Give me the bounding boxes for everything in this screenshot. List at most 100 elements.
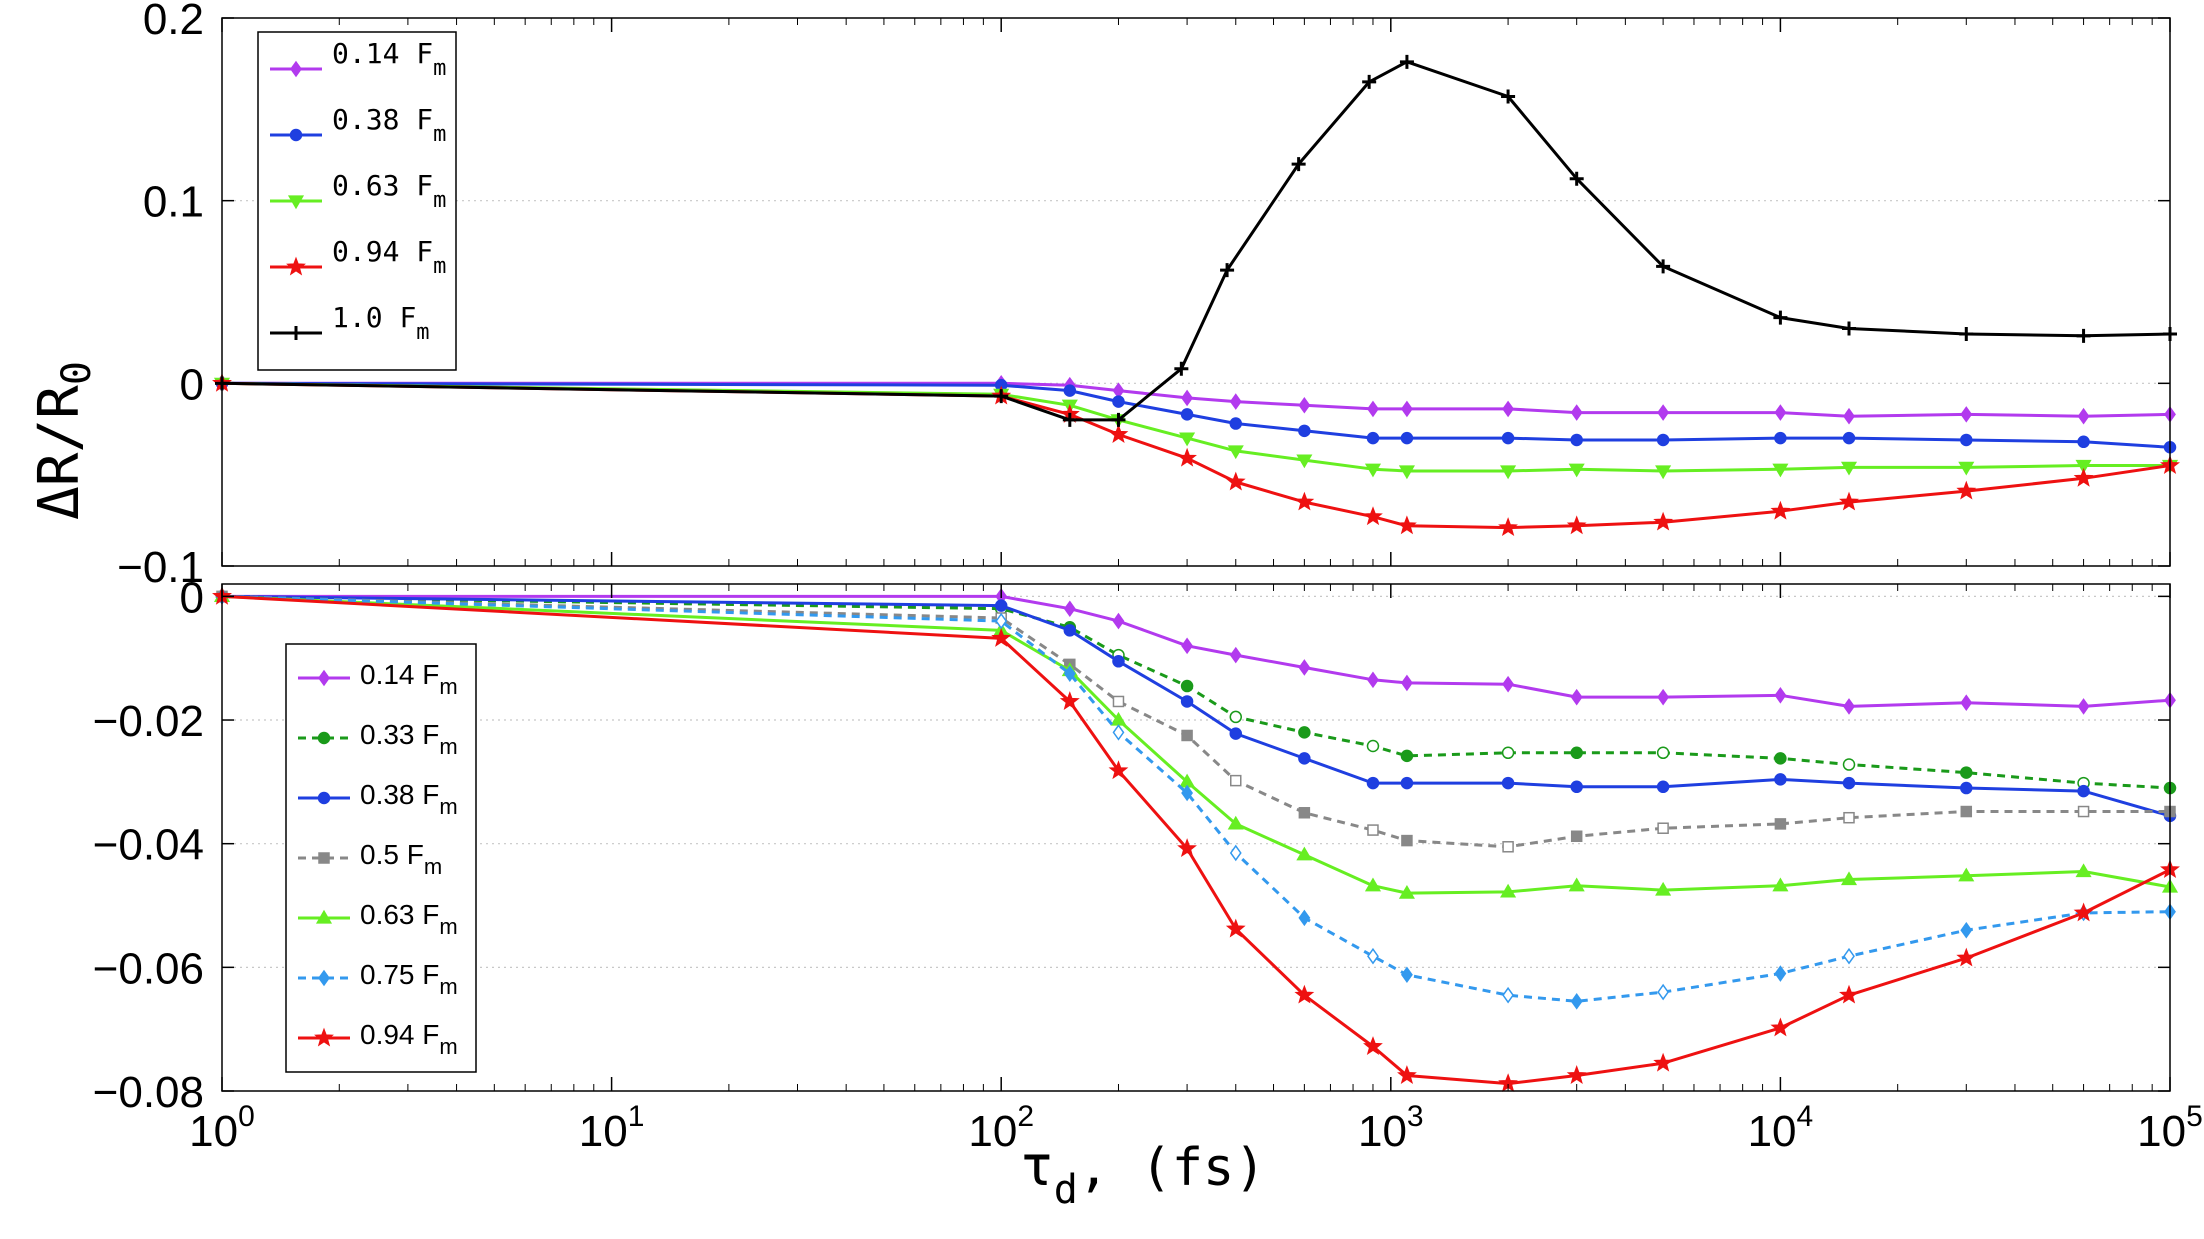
data-point — [1296, 454, 1313, 469]
legend-value: 0.94 — [332, 235, 416, 268]
data-point — [1839, 984, 1859, 1004]
data-point — [1772, 463, 1789, 478]
legend-subscript: m — [416, 320, 429, 345]
data-point — [1229, 727, 1243, 740]
data-point — [1774, 431, 1787, 445]
data-point — [1568, 877, 1585, 892]
data-point — [1111, 412, 1126, 427]
x-tick-exponent: 5 — [2186, 1100, 2203, 1133]
data-point — [1397, 1065, 1417, 1084]
data-point — [1960, 781, 1973, 795]
x-axis-label-sub: d — [1054, 1167, 1078, 1213]
data-point — [1177, 447, 1197, 467]
data-point — [2077, 435, 2090, 449]
data-point — [1774, 687, 1787, 704]
legend-subscript: m — [424, 854, 442, 879]
data-point — [1774, 818, 1787, 830]
legend-label: 0.63 Fm — [360, 899, 458, 939]
bottom-y-ticks: −0.08 −0.06 −0.04 −0.02 0 — [93, 573, 2170, 1117]
legend-subscript: m — [433, 56, 446, 81]
data-point — [1063, 624, 1077, 637]
x-axis-label-rest: , (fs) — [1078, 1138, 1266, 1198]
data-point — [1401, 674, 1413, 692]
data-point — [1840, 461, 1858, 476]
top-y-ticks: −0.1 0 0.1 0.2 — [117, 0, 2170, 592]
data-point — [1570, 433, 1583, 447]
series-0.5 — [216, 590, 2176, 853]
data-point — [1225, 918, 1246, 938]
data-point — [1770, 500, 1791, 520]
series-line — [221, 381, 2170, 473]
x-tick-label: 103 — [1358, 1100, 1424, 1156]
data-point — [1364, 463, 1382, 478]
data-point — [1843, 407, 1855, 425]
data-point — [1400, 776, 1414, 790]
data-point — [1570, 830, 1583, 843]
data-point — [1656, 433, 1670, 447]
data-point — [1570, 993, 1583, 1010]
x-tick-base: 10 — [189, 1107, 238, 1156]
data-point — [2075, 863, 2092, 878]
data-point — [1502, 986, 1515, 1004]
legend-unit: F — [416, 37, 433, 70]
legend-entry: 0.94 Fm — [270, 235, 446, 279]
series-line — [221, 594, 2171, 1086]
data-point — [1401, 966, 1413, 984]
data-point — [1653, 511, 1674, 531]
legend-marker — [287, 195, 305, 210]
data-point — [1960, 921, 1973, 939]
legend-unit: F — [407, 839, 424, 870]
data-point — [1773, 310, 1788, 325]
legend-unit: F — [416, 235, 433, 268]
legend-entry: 0.5 Fm — [298, 839, 442, 879]
y-tick-label: 0.2 — [143, 0, 204, 44]
data-point — [1366, 431, 1380, 445]
legend-entry: 0.38 Fm — [298, 779, 458, 819]
legend-entry: 1.0 Fm — [270, 301, 430, 345]
legend-unit: F — [416, 103, 433, 136]
data-point — [1566, 1065, 1587, 1084]
data-point — [1294, 491, 1315, 511]
series-1.0 — [215, 54, 2177, 427]
series-0.94 — [212, 372, 2180, 537]
y-tick-label: −0.04 — [93, 821, 204, 870]
data-point — [1112, 395, 1125, 408]
legend-entry: 0.38 Fm — [270, 103, 446, 147]
data-point — [1229, 844, 1242, 862]
data-point — [1062, 412, 1077, 427]
legend-marker — [289, 128, 303, 142]
legend-unit: F — [422, 959, 439, 990]
data-point — [1657, 688, 1670, 706]
data-point — [2077, 805, 2090, 818]
y-tick-label: 0.1 — [143, 178, 204, 227]
data-point — [994, 389, 1009, 404]
data-point — [1367, 947, 1379, 965]
legend-marker — [289, 326, 303, 340]
data-point — [1229, 393, 1242, 410]
data-point — [1774, 773, 1787, 786]
legend-value: 0.5 — [360, 839, 407, 870]
data-point — [1291, 157, 1306, 172]
data-point — [1500, 465, 1517, 480]
x-tick-exponent: 2 — [1017, 1100, 1034, 1133]
data-point — [2075, 459, 2092, 474]
x-axis-label: τd, (fs) — [1020, 1134, 1266, 1213]
legend-label: 1.0 Fm — [332, 301, 430, 345]
y-tick-label: −0.02 — [93, 697, 204, 746]
bottom-series — [212, 585, 2180, 1093]
data-point — [1112, 612, 1125, 630]
data-point — [1298, 424, 1311, 438]
data-point — [1840, 871, 1858, 886]
legend-label: 0.75 Fm — [360, 959, 458, 999]
legend-entry: 0.75 Fm — [298, 959, 458, 999]
data-point — [1112, 655, 1125, 668]
data-point — [1501, 776, 1515, 790]
legend-label: 0.14 Fm — [360, 659, 458, 699]
top-series — [212, 54, 2180, 537]
x-tick-base: 10 — [2137, 1107, 2186, 1156]
data-point — [1362, 74, 1377, 89]
legend-label: 0.94 Fm — [360, 1019, 458, 1059]
data-point — [1298, 909, 1311, 927]
data-point — [1229, 417, 1243, 430]
